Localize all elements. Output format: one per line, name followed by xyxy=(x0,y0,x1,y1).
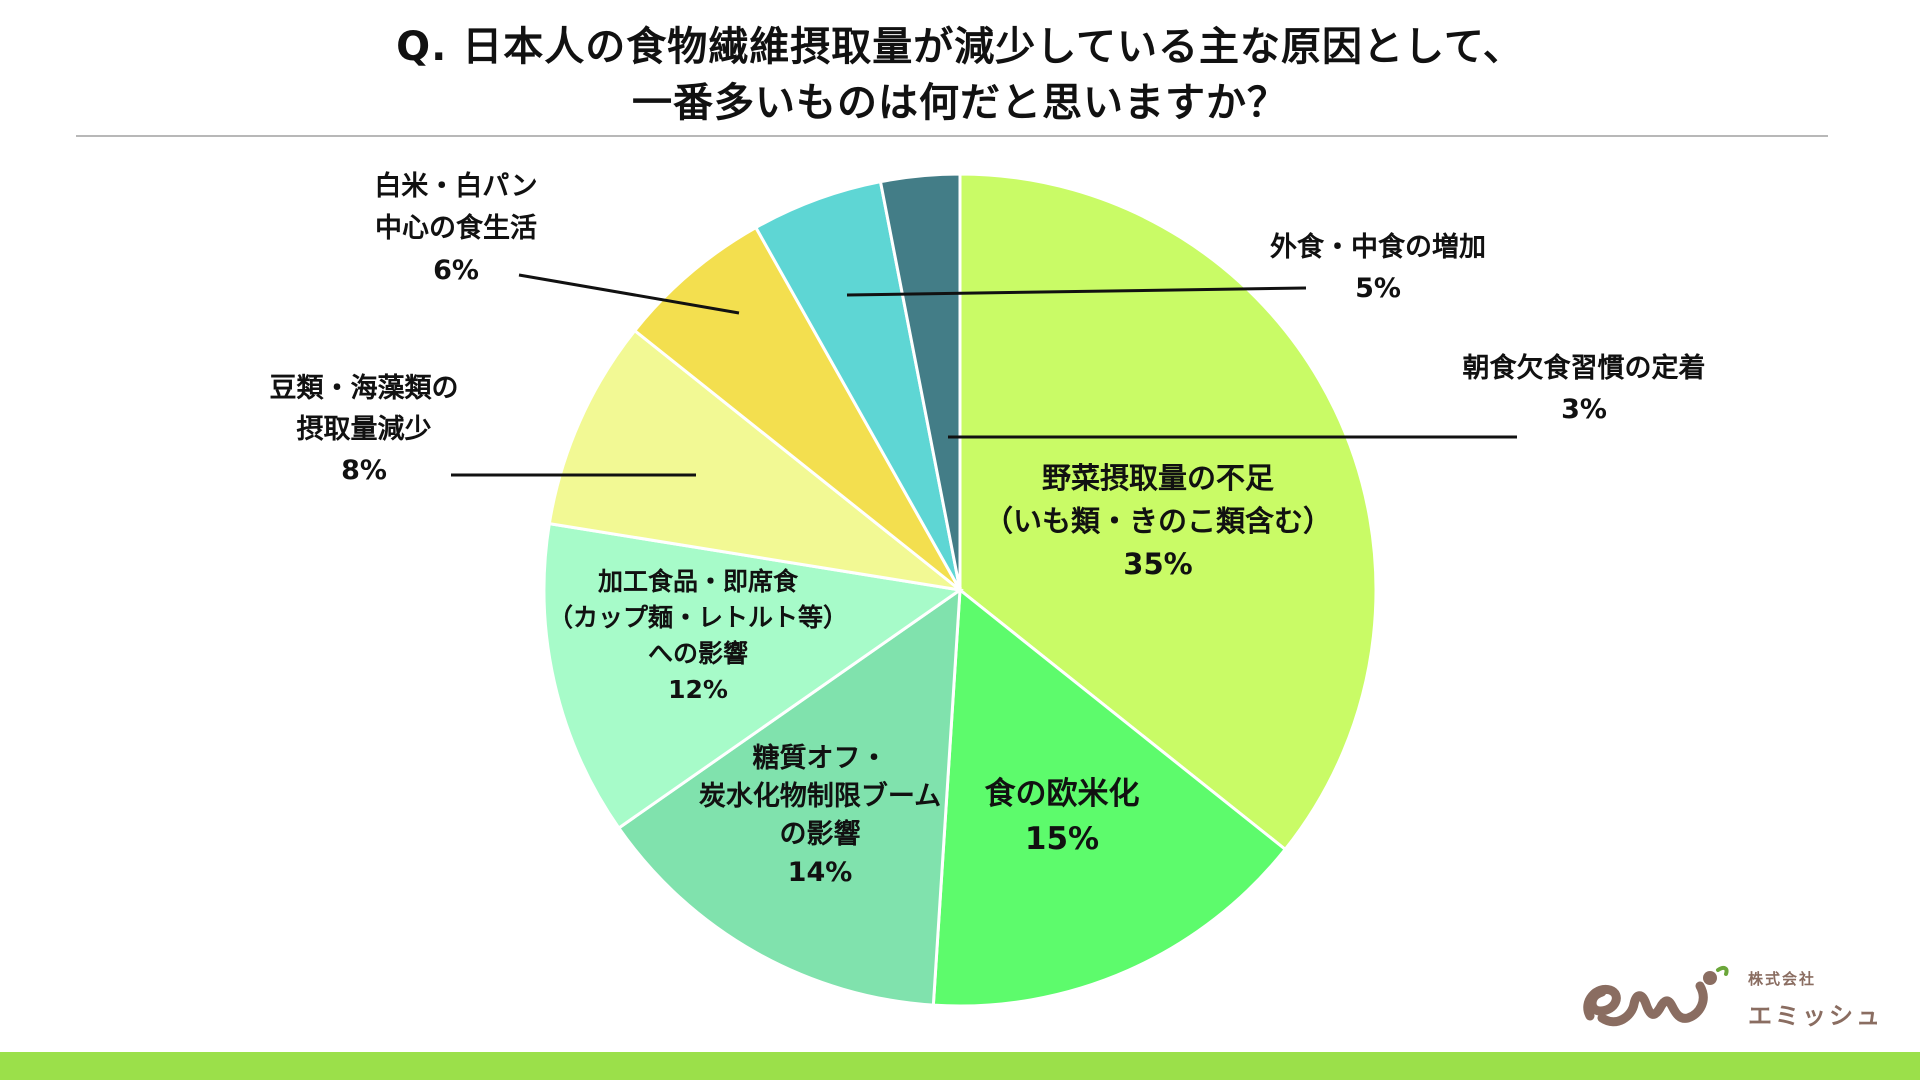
pie-slice-2 xyxy=(931,587,1288,1008)
logo-company-name: エミッシュ xyxy=(1748,1002,1883,1030)
slice-value-label-8: 3% xyxy=(1561,394,1607,425)
slice-labels: 野菜摂取量の不足 （いも類・きのこ類含む） 35% 食の欧米化 15% 糖質オフ・炭水化物… xyxy=(270,170,1706,888)
slice-category-label-3-line-2: 炭水化物制限ブーム xyxy=(699,780,941,812)
bottom-accent-band xyxy=(0,1052,1920,1080)
chart-title-line-2: 一番多いものは何だと思いますか？ xyxy=(632,80,1288,126)
slice-category-label-7-line-1: 外食・中食の増加 xyxy=(1270,231,1486,263)
company-logo: 株式会社 エミッシュ xyxy=(1572,956,1892,1046)
slice-category-label-4-line-2: （カップ麺・レトルト等） xyxy=(548,603,848,632)
slice-value-label-1: 35% xyxy=(1123,547,1192,581)
pie-slice-6 xyxy=(632,225,962,592)
leader-lines xyxy=(451,273,1517,477)
slice-category-label-6-line-1: 白米・白パン xyxy=(374,170,537,202)
slice-category-label-5-line-1: 豆類・海藻類の xyxy=(270,373,459,404)
title-divider xyxy=(76,135,1828,137)
slice-category-label-4-line-1: 加工食品・即席食 xyxy=(597,567,799,596)
slice-category-label-5-line-2: 摂取量減少 xyxy=(297,414,432,445)
slice-category-label-3-line-3: の影響 xyxy=(780,818,861,850)
slice-value-label-6: 6% xyxy=(433,255,479,286)
pie-slice-1 xyxy=(958,172,1378,852)
slice-category-label-2-line-1: 食の欧米化 xyxy=(985,776,1140,812)
slice-category-label-8-line-1: 朝食欠食習慣の定着 xyxy=(1463,352,1706,384)
slice-value-label-4: 12% xyxy=(668,675,728,704)
slice-category-label-1-line-1: 野菜摂取量の不足 xyxy=(1042,461,1274,495)
pie-slice-3 xyxy=(616,586,962,1007)
slice-value-label-7: 5% xyxy=(1355,273,1401,304)
slice-value-label-2: 15% xyxy=(1025,821,1099,857)
slice-category-label-6-line-2: 中心の食生活 xyxy=(375,212,537,244)
pie-slice-8 xyxy=(878,172,962,591)
slice-value-label-5: 8% xyxy=(341,455,387,486)
pie-slice-4 xyxy=(542,521,964,831)
slice-category-label-1-line-2: （いも類・きのこ類含む） xyxy=(984,504,1332,538)
leader-line-7 xyxy=(846,286,1307,297)
chart-title-line-1: Q. 日本人の食物繊維摂取量が減少している主な原因として、 xyxy=(396,24,1524,70)
slice-category-label-4-line-3: への影響 xyxy=(648,639,748,668)
pie-slice-5 xyxy=(547,328,966,593)
emish-logo-icon xyxy=(1583,965,1729,1027)
logo-company-type: 株式会社 xyxy=(1748,970,1817,988)
leader-line-6 xyxy=(518,273,740,315)
slice-category-label-3-line-1: 糖質オフ・ xyxy=(753,742,888,774)
slice-value-label-3: 14% xyxy=(788,857,853,888)
pie-slices xyxy=(542,172,1378,1008)
